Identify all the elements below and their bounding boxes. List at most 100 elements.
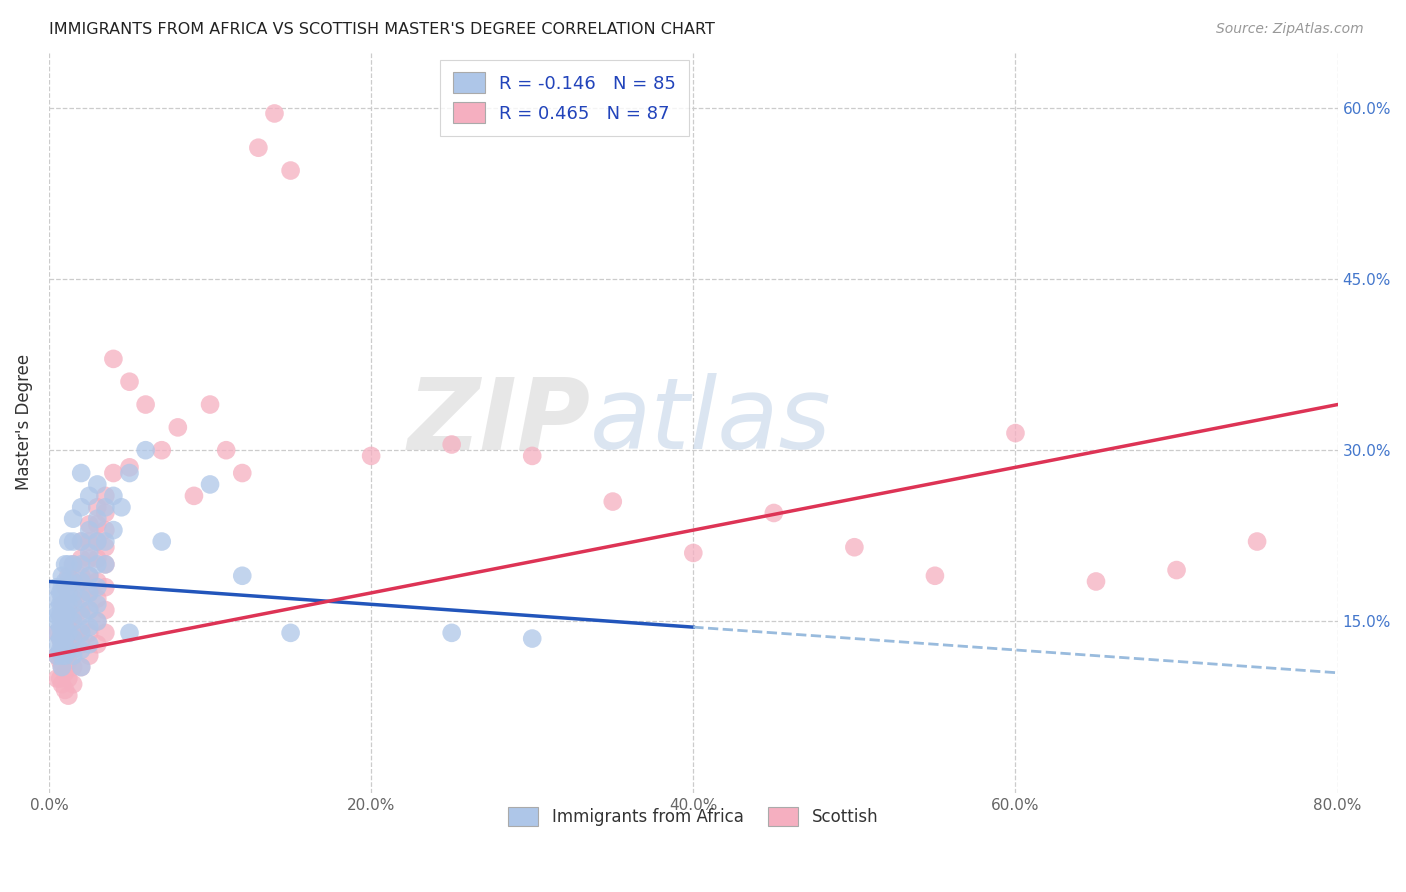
Point [51, 637, 73, 651]
Point [53, 632, 76, 646]
Point [118, 460, 141, 475]
Point [62, 597, 84, 611]
Point [924, 568, 946, 582]
Point [86, 517, 108, 532]
Point [70, 620, 93, 634]
Legend: Immigrants from Africa, Scottish: Immigrants from Africa, Scottish [498, 797, 889, 837]
Point [86, 511, 108, 525]
Point [94, 523, 117, 537]
Point [70, 500, 93, 515]
Point [135, 398, 157, 412]
Point [53, 648, 76, 663]
Point [53, 665, 76, 680]
Point [62, 586, 84, 600]
Point [53, 648, 76, 663]
Point [94, 489, 117, 503]
Point [51, 625, 73, 640]
Point [53, 597, 76, 611]
Point [86, 558, 108, 572]
Point [70, 568, 93, 582]
Point [46, 672, 69, 686]
Text: Source: ZipAtlas.com: Source: ZipAtlas.com [1216, 22, 1364, 37]
Point [94, 534, 117, 549]
Point [103, 351, 125, 366]
Point [77, 546, 100, 560]
Point [77, 586, 100, 600]
Point [70, 660, 93, 674]
Point [51, 660, 73, 674]
Point [49, 632, 72, 646]
Point [62, 625, 84, 640]
Point [94, 603, 117, 617]
Point [49, 586, 72, 600]
Text: ZIP: ZIP [408, 373, 591, 470]
Point [62, 643, 84, 657]
Point [62, 591, 84, 606]
Point [46, 608, 69, 623]
Point [522, 632, 544, 646]
Point [51, 660, 73, 674]
Point [94, 506, 117, 520]
Point [86, 574, 108, 589]
Point [94, 500, 117, 515]
Point [360, 449, 382, 463]
Point [1246, 534, 1268, 549]
Point [51, 620, 73, 634]
Point [70, 591, 93, 606]
Point [86, 477, 108, 491]
Point [215, 443, 238, 458]
Point [70, 534, 93, 549]
Point [70, 534, 93, 549]
Point [1085, 574, 1108, 589]
Point [86, 534, 108, 549]
Point [58, 568, 80, 582]
Point [58, 608, 80, 623]
Point [49, 620, 72, 634]
Point [53, 574, 76, 589]
Point [58, 672, 80, 686]
Point [198, 398, 221, 412]
Point [94, 558, 117, 572]
Point [86, 615, 108, 629]
Point [183, 489, 205, 503]
Point [844, 540, 866, 554]
Point [58, 574, 80, 589]
Point [440, 437, 463, 451]
Point [58, 586, 80, 600]
Point [94, 540, 117, 554]
Point [49, 608, 72, 623]
Point [70, 643, 93, 657]
Point [62, 632, 84, 646]
Point [70, 574, 93, 589]
Point [77, 648, 100, 663]
Point [70, 637, 93, 651]
Point [46, 637, 69, 651]
Point [70, 603, 93, 617]
Point [86, 637, 108, 651]
Point [53, 620, 76, 634]
Point [53, 586, 76, 600]
Point [77, 603, 100, 617]
Point [58, 534, 80, 549]
Point [86, 500, 108, 515]
Point [51, 648, 73, 663]
Point [58, 586, 80, 600]
Point [70, 466, 93, 480]
Point [62, 574, 84, 589]
Point [118, 466, 141, 480]
Point [231, 568, 253, 582]
Point [77, 620, 100, 634]
Point [103, 489, 125, 503]
Point [62, 558, 84, 572]
Point [51, 615, 73, 629]
Point [51, 568, 73, 582]
Point [58, 558, 80, 572]
Point [62, 558, 84, 572]
Point [118, 375, 141, 389]
Point [263, 106, 285, 120]
Point [58, 597, 80, 611]
Point [46, 615, 69, 629]
Point [118, 625, 141, 640]
Point [46, 648, 69, 663]
Text: IMMIGRANTS FROM AFRICA VS SCOTTISH MASTER'S DEGREE CORRELATION CHART: IMMIGRANTS FROM AFRICA VS SCOTTISH MASTE… [49, 22, 716, 37]
